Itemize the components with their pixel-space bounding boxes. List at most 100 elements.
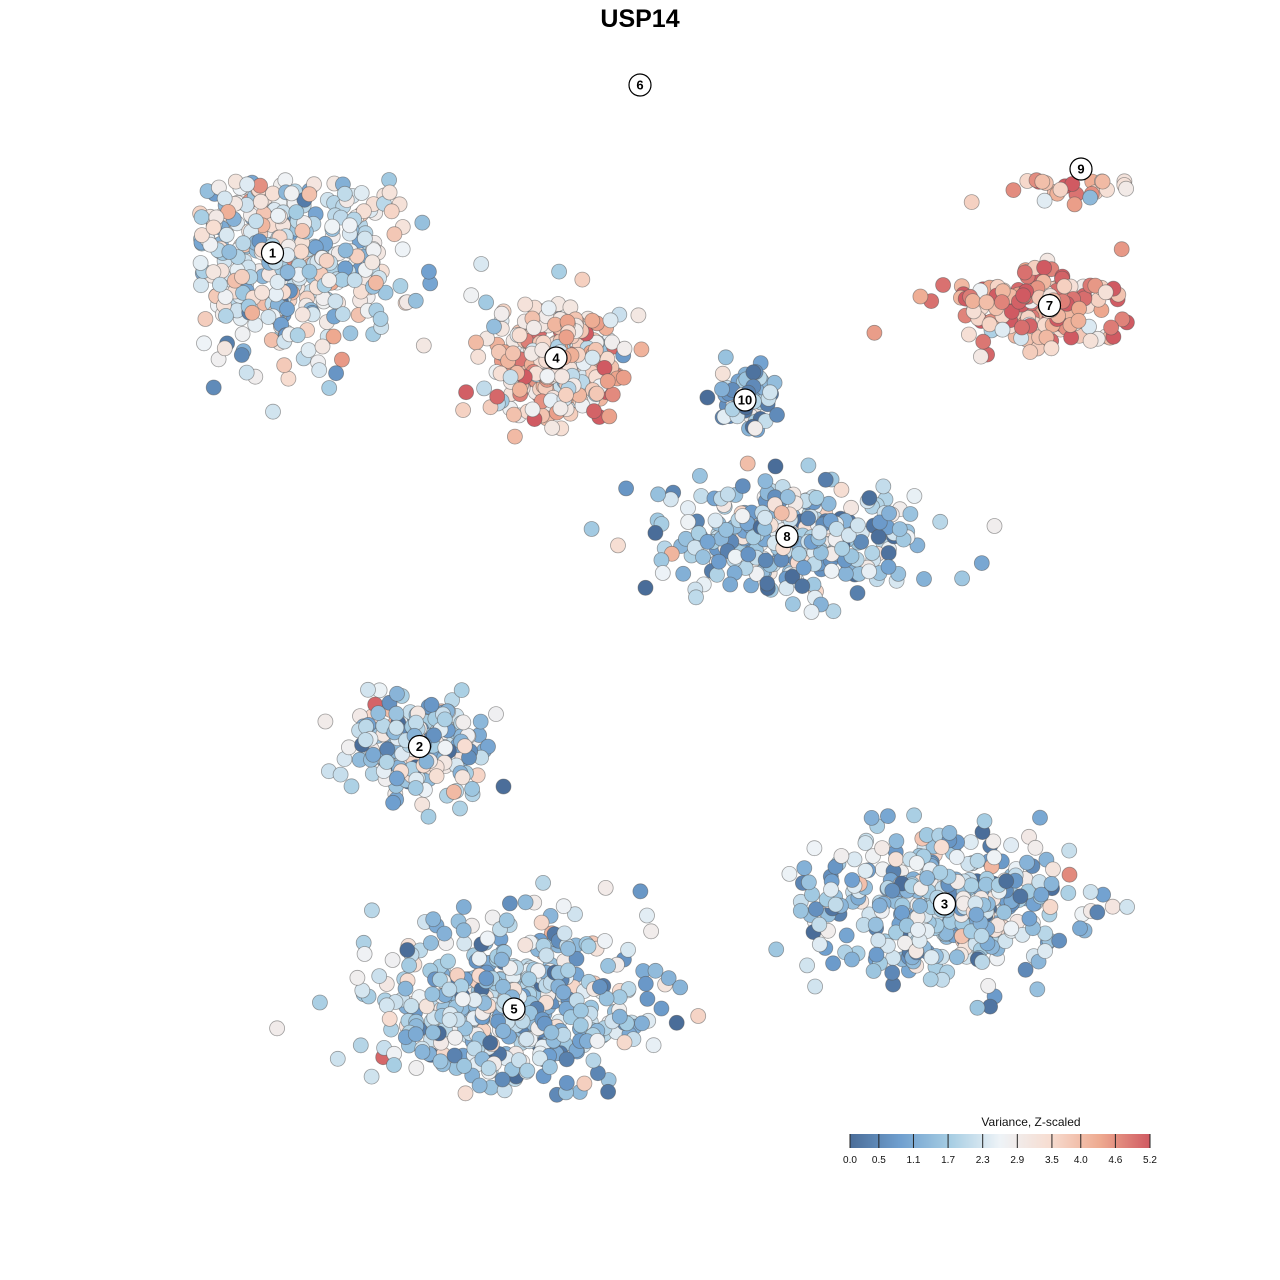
data-point — [599, 373, 616, 390]
data-point — [717, 349, 734, 366]
data-point — [399, 942, 416, 958]
data-point — [218, 226, 235, 243]
data-point — [800, 457, 817, 474]
data-point — [692, 467, 708, 484]
data-point — [592, 979, 608, 995]
data-point — [489, 388, 506, 405]
data-point — [660, 970, 677, 986]
data-point — [234, 326, 251, 342]
data-point — [441, 1012, 458, 1028]
data-point — [544, 419, 560, 436]
data-point — [994, 294, 1010, 311]
data-point — [279, 264, 296, 281]
data-point — [597, 933, 613, 949]
data-point — [280, 370, 297, 387]
data-point — [372, 311, 389, 327]
cluster-label-1: 1 — [260, 241, 285, 265]
points-layer — [192, 172, 1135, 1103]
data-point — [425, 911, 442, 928]
data-point — [969, 852, 986, 869]
data-point — [840, 527, 857, 544]
data-point — [795, 559, 812, 576]
data-point — [611, 1008, 628, 1025]
cluster-labels: 1 2 3 4 5 6 7 8 9 10 — [260, 73, 1093, 1021]
data-point — [211, 276, 228, 293]
data-point — [1014, 319, 1030, 336]
data-point — [767, 458, 784, 475]
data-point — [773, 505, 790, 521]
data-point — [932, 513, 949, 530]
data-point — [791, 546, 807, 562]
data-point — [293, 243, 310, 260]
data-point — [519, 1062, 536, 1079]
data-point — [389, 685, 405, 702]
data-point — [884, 882, 901, 899]
legend-ticks: 0.0 0.5 1.1 1.7 2.3 2.9 3.5 4.0 4.6 5.2 — [843, 1134, 1157, 1166]
data-point — [506, 406, 522, 423]
data-point — [573, 1002, 589, 1019]
data-point — [1114, 311, 1131, 328]
legend-title: Variance, Z-scaled — [981, 1115, 1080, 1129]
data-point — [452, 800, 468, 817]
data-point — [440, 953, 456, 970]
data-point — [634, 1015, 650, 1032]
data-point — [985, 833, 1002, 850]
data-point — [370, 705, 387, 721]
data-point — [423, 696, 440, 713]
data-point — [906, 807, 922, 824]
data-point — [602, 312, 619, 329]
data-point — [880, 808, 896, 824]
cluster-label-text: 8 — [783, 529, 790, 544]
data-point — [811, 524, 828, 541]
data-point — [916, 571, 932, 587]
data-point — [341, 217, 358, 234]
data-point — [620, 941, 636, 958]
data-point — [785, 596, 801, 612]
data-point — [864, 545, 881, 561]
data-point — [647, 525, 664, 541]
data-point — [857, 862, 874, 879]
data-point — [800, 510, 816, 527]
data-point — [699, 533, 716, 550]
data-point — [239, 176, 256, 193]
data-point — [371, 968, 388, 984]
data-point — [630, 307, 647, 324]
cluster-label-badge — [407, 734, 432, 759]
data-point — [734, 478, 751, 495]
data-point — [270, 207, 287, 224]
data-point — [973, 555, 990, 571]
data-point — [349, 969, 366, 986]
data-point — [505, 345, 521, 362]
data-point — [891, 521, 908, 537]
data-point — [321, 272, 338, 289]
data-point — [600, 958, 616, 974]
data-point — [643, 923, 659, 940]
cluster-label-6: 6 — [628, 73, 652, 97]
data-point — [511, 327, 528, 344]
data-point — [436, 925, 453, 942]
data-point — [378, 754, 395, 770]
data-point — [193, 209, 210, 226]
cluster-label-badge — [775, 524, 799, 549]
data-point — [838, 927, 855, 944]
cluster-label-9: 9 — [1069, 157, 1093, 181]
data-point — [976, 813, 993, 829]
data-point — [456, 738, 473, 755]
data-point — [353, 185, 370, 201]
data-point — [383, 203, 400, 220]
data-point — [252, 193, 269, 210]
data-point — [1104, 898, 1121, 915]
data-point — [533, 914, 550, 931]
data-point — [998, 873, 1015, 889]
cluster-label-text: 7 — [1046, 298, 1053, 313]
data-point — [584, 349, 601, 366]
data-point — [415, 337, 432, 354]
legend-tick-label: 1.1 — [907, 1155, 921, 1166]
cluster-label-text: 4 — [552, 351, 560, 366]
data-point — [327, 293, 344, 310]
data-point — [314, 338, 331, 355]
data-point — [495, 778, 512, 795]
data-point — [616, 340, 633, 357]
data-point — [949, 949, 965, 966]
cluster-label-4: 4 — [544, 346, 568, 370]
